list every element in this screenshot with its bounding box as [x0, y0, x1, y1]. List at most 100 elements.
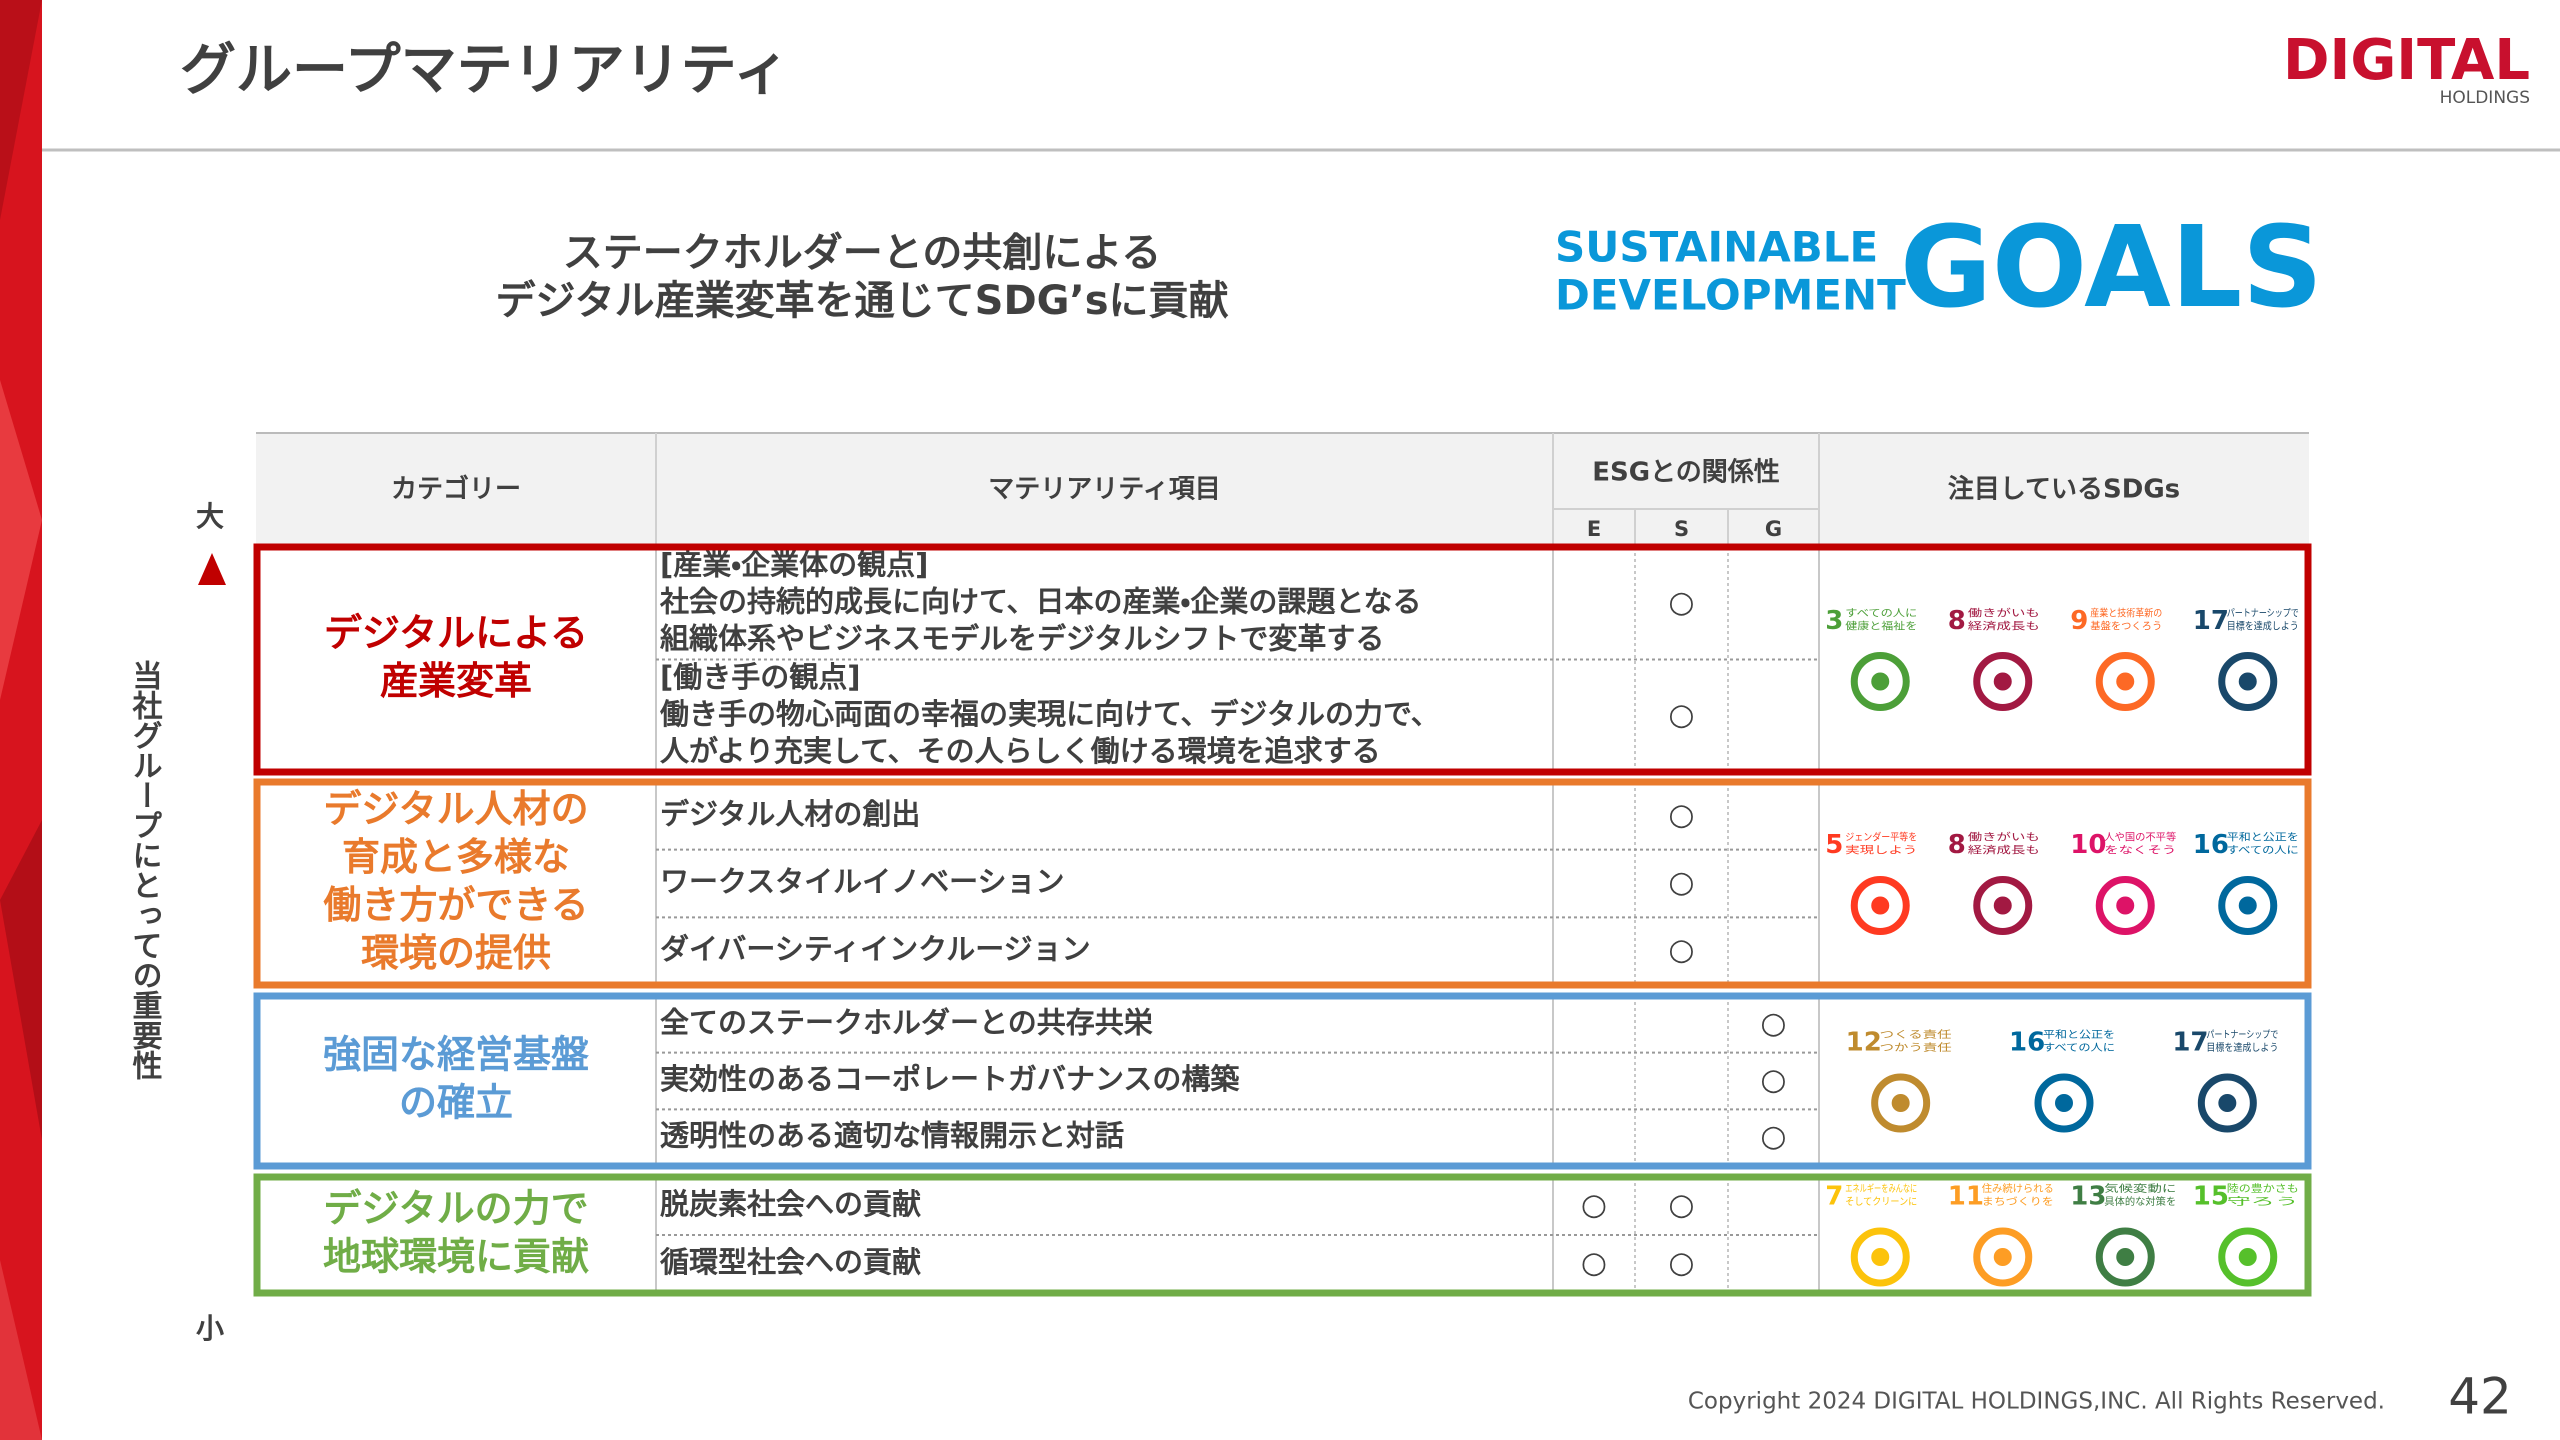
category-text: デジタルによる	[324, 611, 588, 655]
sdg-icon	[2197, 1073, 2257, 1133]
item-text: 働き手の物心両面の幸福の実現に向けて、デジタルの力で、	[659, 697, 1440, 731]
category-text: 働き方ができる	[323, 883, 588, 927]
sdg-icon-core	[1871, 672, 1890, 691]
sdg-number: 11	[1948, 1182, 1984, 1212]
sdg-label: つかう責任	[1880, 1041, 1952, 1054]
page-number: 42	[2448, 1368, 2512, 1426]
sdg-number: 16	[2009, 1028, 2045, 1058]
sdg-number: 8	[1948, 606, 1966, 636]
side-bar	[0, 0, 42, 1440]
category-text: デジタルの力で	[323, 1187, 588, 1231]
sdg-label: 働きがいも	[1968, 607, 2040, 620]
sdg-icon	[2095, 1227, 2155, 1287]
group-frame	[253, 543, 2312, 776]
sdg-label: をなくそう	[2104, 845, 2176, 857]
sdgs-logo-line: SUSTAINABLE	[1555, 223, 1878, 272]
sdgs-logo-goals: GOALS	[1900, 203, 2323, 333]
esg-column-label: G	[1765, 517, 1782, 541]
sdg-label: 人や国の不平等	[2104, 831, 2176, 844]
sdg-label: 目標を達成しよう	[2227, 620, 2299, 633]
category-text: 産業変革	[380, 659, 532, 703]
sdg-icon	[1973, 876, 2033, 935]
sdg-icon-core	[2238, 1248, 2257, 1266]
side-bar-facet	[0, 0, 42, 220]
sdg-icon-core	[2116, 1248, 2135, 1266]
sdg-number: 16	[2193, 830, 2229, 860]
sdg-label: 平和と公正を	[2227, 832, 2299, 844]
category-text: 環境の提供	[361, 931, 551, 975]
sdg-number: 13	[2070, 1182, 2106, 1212]
sdg-label: 経済成長も	[1968, 620, 2040, 633]
sdg-icon	[2095, 876, 2155, 935]
esg-mark: ○	[1760, 1006, 1786, 1041]
sdg-icon	[2034, 1073, 2094, 1133]
sdg-icon	[1973, 1227, 2033, 1287]
sdg-label: パートナーシップで	[2206, 1029, 2278, 1041]
sdg-label: 基盤をつくろう	[2090, 620, 2162, 633]
sdg-icon	[2095, 652, 2155, 711]
esg-mark: ○	[1760, 1063, 1786, 1098]
sdg-icon-core	[2238, 672, 2257, 691]
sdg-label: 経済成長も	[1968, 844, 2040, 857]
sdg-label: すべての人に	[2043, 1042, 2115, 1054]
arrow-head	[198, 553, 226, 585]
sdg-label: まちづくりを	[1982, 1196, 2054, 1208]
sdg-icon-core	[1891, 1094, 1910, 1112]
category-text: 育成と多様な	[342, 835, 570, 879]
item-text: 実効性のあるコーポレートガバナンスの構築	[660, 1062, 1240, 1096]
sdg-label: すべての人に	[1845, 608, 1917, 620]
sdg-label: パートナーシップで	[2227, 608, 2299, 620]
sdg-label: 具体的な対策を	[2104, 1195, 2176, 1208]
item-text: デジタル人材の創出	[660, 797, 920, 831]
sdg-icon-core	[1871, 1248, 1890, 1266]
header-cell: マテリアリティ項目	[988, 475, 1220, 505]
axis-high: 大	[196, 500, 224, 533]
sdg-number: 12	[1846, 1028, 1882, 1058]
group-frame	[253, 992, 2312, 1170]
sdg-icon	[2218, 1227, 2278, 1287]
header-cell: 注目しているSDGs	[1948, 474, 2180, 505]
sdg-icon-core	[1993, 672, 2012, 691]
item-text: ダイバーシティインクルージョン	[660, 932, 1091, 966]
sdg-icon	[1850, 876, 1910, 935]
sdg-number: 8	[1948, 830, 1966, 860]
category-text: デジタル人材の	[323, 787, 588, 831]
sdg-label: 目標を達成しよう	[2206, 1041, 2278, 1054]
sdg-label: つくる責任	[1880, 1028, 1952, 1041]
sdg-number: 9	[2070, 606, 2088, 636]
item-text: 循環型社会への貢献	[659, 1245, 921, 1279]
sdg-icon	[1973, 652, 2033, 711]
esg-mark: ○	[1668, 1246, 1694, 1281]
item-text: 組織体系やビジネスモデルをデジタルシフトで変革する	[659, 621, 1384, 655]
esg-column-label: E	[1587, 517, 1601, 541]
sdg-icon-core	[2238, 896, 2257, 915]
group-frame	[253, 778, 2312, 989]
esg-mark: ○	[1668, 865, 1694, 900]
sdg-icon	[2218, 652, 2278, 711]
esg-mark: ○	[1668, 1188, 1694, 1223]
header-cell: ESGとの関係性	[1592, 458, 1780, 488]
sdg-label: すべての人に	[2227, 845, 2299, 857]
esg-mark: ○	[1668, 933, 1694, 968]
sdg-label: 健康と福祉を	[1845, 620, 1917, 633]
item-text: ワークスタイルイノベーション	[660, 865, 1065, 899]
sdg-label: 守ろう	[2227, 1196, 2299, 1208]
item-text: 全てのステークホルダーとの共存共栄	[660, 1005, 1154, 1039]
esg-mark: ○	[1760, 1119, 1786, 1154]
item-text: 脱炭素社会への貢献	[660, 1187, 921, 1221]
esg-mark: ○	[1581, 1246, 1607, 1281]
category-text: の確立	[399, 1081, 513, 1125]
sdg-number: 15	[2193, 1182, 2229, 1212]
sdg-label: 陸の豊かさも	[2227, 1182, 2299, 1195]
sdg-label: ジェンダー平等を	[1845, 831, 1917, 844]
sdg-number: 7	[1825, 1182, 1843, 1212]
esg-mark: ○	[1668, 697, 1694, 732]
sdg-icon-core	[1871, 896, 1890, 915]
sdg-number: 17	[2172, 1028, 2208, 1058]
side-bar-facet	[0, 820, 42, 1140]
sdg-number: 3	[1825, 606, 1843, 636]
header-bg	[256, 433, 2309, 545]
sdg-icon-core	[2055, 1094, 2073, 1112]
item-text: [働き手の観点]	[660, 660, 861, 694]
